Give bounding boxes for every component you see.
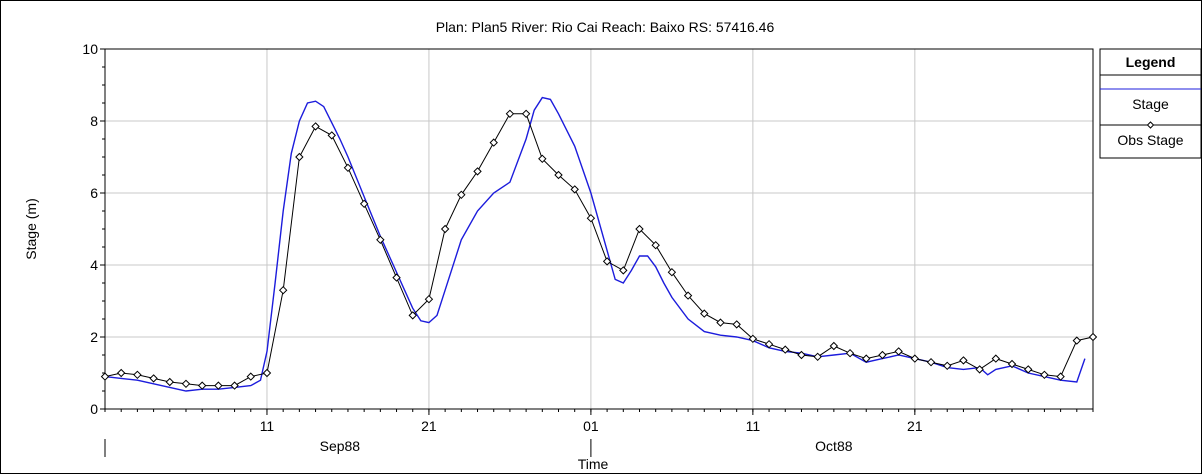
grid-lines (105, 49, 1093, 409)
x-tick-label: 11 (260, 418, 275, 434)
obs-stage-point (748, 334, 758, 344)
obs-stage-point (716, 318, 725, 327)
x-tick-label: 11 (746, 418, 761, 434)
obs-stage-point (845, 348, 855, 358)
legend-swatch-marker (1146, 121, 1155, 129)
obs-stage-point (586, 213, 596, 223)
obs-stage-point (764, 339, 774, 349)
obs-stage-point (975, 365, 984, 374)
obs-stage-point (457, 190, 466, 200)
obs-stage-point (1072, 336, 1082, 345)
y-tick-label: 10 (82, 41, 98, 57)
month-label: Sep88 (320, 438, 361, 454)
obs-stage-point (262, 368, 272, 378)
obs-stage-point (570, 185, 579, 194)
obs-stage-point (959, 356, 968, 365)
obs-stage-point (1007, 359, 1017, 369)
y-tick-label: 4 (90, 257, 98, 273)
obs-stage-point (424, 294, 434, 304)
obs-stage-point (165, 377, 174, 387)
x-axis: 11 21 01 11 21 Sep88 Oct88 (104, 409, 1094, 457)
month-label: Oct88 (815, 438, 853, 454)
obs-stage-point (667, 267, 677, 277)
obs-stage-point (181, 379, 191, 389)
obs-stage-point (246, 372, 255, 381)
x-tick-label: 21 (907, 418, 923, 434)
obs-stage-point (197, 381, 207, 390)
obs-stage-point (683, 291, 693, 300)
obs-stage-point (230, 381, 239, 390)
obs-stage-point (505, 109, 515, 119)
obs-stage-point (1040, 370, 1049, 380)
obs-stage-point (392, 273, 401, 282)
obs-stage-point (343, 163, 353, 173)
obs-stage-point (878, 350, 887, 360)
obs-stage-point (651, 240, 660, 250)
legend: Legend Stage Obs Stage (1099, 48, 1202, 159)
obs-stage-point (1088, 332, 1098, 342)
obs-stage-point (619, 266, 628, 275)
obs-stage-point (376, 235, 385, 245)
obs-stage-point (440, 224, 450, 234)
legend-entry-label: Obs Stage (1117, 132, 1183, 148)
legend-entry-label: Stage (1132, 96, 1169, 112)
obs-stage-point (732, 320, 741, 329)
obs-stage-point (214, 381, 223, 390)
obs-stage-point (133, 370, 142, 380)
obs-stage-point (943, 361, 952, 371)
obs-stage-point (554, 170, 563, 180)
obs-stage-point (894, 347, 903, 356)
obs-stage-point (116, 368, 126, 378)
obs-stage-point (100, 372, 110, 381)
obs-stage-point (295, 152, 304, 162)
obs-stage-point (781, 345, 790, 354)
x-axis-label: Time (578, 456, 609, 472)
y-tick-label: 2 (90, 329, 98, 345)
obs-stage-point (602, 257, 612, 266)
y-axis-label: Stage (m) (23, 198, 39, 259)
obs-stage-point (327, 131, 336, 140)
y-tick-label: 0 (90, 401, 98, 417)
obs-stage-point (408, 311, 417, 320)
obs-stage-point (473, 167, 482, 176)
obs-stage-point (813, 352, 822, 362)
obs-stage-point (635, 224, 644, 234)
obs-stage-point (910, 354, 920, 363)
chart-title: Plan: Plan5 River: Rio Cai Reach: Baixo … (436, 19, 775, 35)
obs-stage-point (797, 350, 806, 360)
legend-title: Legend (1126, 54, 1176, 70)
y-tick-label: 6 (90, 185, 98, 201)
obs-stage-point (926, 357, 936, 367)
obs-stage-point (991, 354, 1001, 363)
obs-stage-point (1024, 365, 1033, 374)
legend-box (1099, 48, 1202, 159)
obs-stage-point (538, 154, 547, 164)
obs-stage-point (278, 285, 288, 295)
plot-area (100, 48, 1098, 410)
x-tick-label: 21 (421, 418, 437, 434)
x-tick-label: 01 (583, 418, 599, 434)
obs-stage-point (829, 341, 839, 351)
obs-stage-point (521, 109, 531, 119)
obs-stage-point (359, 199, 369, 209)
obs-stage-point (311, 122, 320, 131)
obs-stage-point (862, 354, 871, 363)
obs-stage-point (1056, 372, 1065, 381)
obs-stage-point (700, 309, 709, 318)
series-line-stage (104, 96, 1086, 392)
obs-stage-point (149, 374, 158, 383)
y-tick-label: 8 (90, 113, 98, 129)
y-axis: 0 2 4 6 8 10 (82, 41, 105, 417)
obs-stage-point (489, 138, 498, 147)
